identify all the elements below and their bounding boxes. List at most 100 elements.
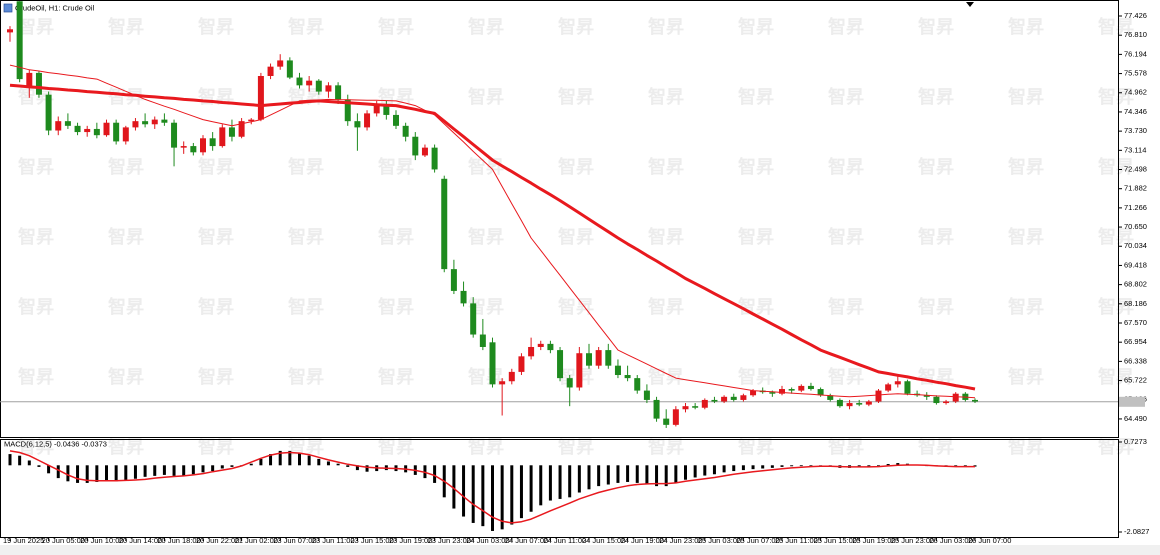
- macd-bar: [703, 465, 707, 476]
- macd-bar: [722, 465, 726, 473]
- macd-panel-border: [0, 439, 1119, 538]
- y-tick-label: 73.114: [1124, 145, 1146, 154]
- macd-bar: [799, 465, 803, 467]
- candle-body: [479, 334, 486, 347]
- signal-line: [9, 450, 975, 524]
- x-tick-label: 23 Jun 19:00: [389, 536, 432, 545]
- macd-bar: [741, 465, 745, 471]
- candle-body: [643, 390, 650, 400]
- macd-bar: [558, 465, 562, 499]
- macd-bar: [355, 465, 359, 471]
- macd-bar: [790, 465, 794, 467]
- watermark: 智昇: [828, 156, 864, 178]
- watermark: 智昇: [108, 86, 144, 108]
- candle-body: [499, 381, 506, 385]
- moving-average: [9, 83, 976, 391]
- candle-body: [306, 80, 313, 86]
- watermark: 智昇: [378, 296, 414, 318]
- macd-bar: [153, 465, 157, 476]
- watermark: 智昇: [738, 436, 774, 458]
- macd-bar: [114, 465, 118, 482]
- candle-body: [508, 371, 515, 382]
- candle-body: [653, 399, 660, 419]
- macd-bar: [18, 455, 22, 466]
- macd-bar: [462, 465, 466, 517]
- macd-bar: [577, 465, 581, 493]
- candle-body: [277, 60, 284, 67]
- watermark: 智昇: [1098, 296, 1134, 318]
- macd-bar: [37, 465, 41, 467]
- candle-body: [807, 385, 814, 390]
- watermark: 智昇: [648, 86, 684, 108]
- candle-body: [663, 418, 670, 425]
- y-tick-label: 70.650: [1124, 222, 1147, 231]
- x-tick-label: 20 Jun 22:00: [196, 536, 239, 545]
- candle-body: [894, 381, 901, 385]
- watermark: 智昇: [1098, 436, 1134, 458]
- watermark: 智昇: [288, 16, 324, 38]
- candle-body: [701, 399, 708, 408]
- watermark: 智昇: [1098, 156, 1134, 178]
- macd-bar: [645, 465, 649, 485]
- macd-bar: [500, 465, 504, 530]
- watermark: 智昇: [1008, 226, 1044, 248]
- watermark: 智昇: [918, 16, 954, 38]
- candle-body: [952, 393, 959, 402]
- x-tick-label: 23 Jun 23:00: [428, 536, 471, 545]
- macd-bar: [95, 465, 99, 482]
- watermark: 智昇: [648, 366, 684, 388]
- macd-bar: [336, 463, 340, 466]
- watermark: 智昇: [288, 156, 324, 178]
- watermark: 智昇: [198, 296, 234, 318]
- y-tick-label: 68.186: [1124, 299, 1147, 308]
- x-tick-label: 24 Jun 23:00: [659, 536, 702, 545]
- macd-bar: [433, 465, 437, 483]
- watermark: 智昇: [828, 16, 864, 38]
- watermark: 智昇: [828, 296, 864, 318]
- macd-bar: [66, 465, 70, 482]
- y-tick-label: 66.954: [1124, 337, 1147, 346]
- x-tick-label: 20 Jun 18:00: [157, 536, 200, 545]
- candle-body: [354, 121, 361, 128]
- candle-body: [373, 105, 380, 114]
- candle-body: [518, 356, 525, 372]
- watermark: 智昇: [108, 16, 144, 38]
- macd-bar: [780, 465, 784, 467]
- y-tick-label: 70.034: [1124, 241, 1147, 250]
- watermark: 智昇: [378, 156, 414, 178]
- macd-bar: [288, 450, 292, 466]
- candle-body: [209, 138, 216, 147]
- x-tick-label: 23 Jun 07:00: [273, 536, 316, 545]
- candle-body: [740, 395, 747, 400]
- macd-bar: [76, 465, 80, 483]
- macd-bar: [867, 465, 871, 467]
- candle-body: [441, 178, 448, 270]
- candle-body: [286, 60, 293, 78]
- macd-bar: [298, 453, 301, 466]
- y-tick-label: 74.962: [1124, 88, 1147, 97]
- x-tick-label: 26 Jun 07:00: [968, 536, 1011, 545]
- candle-body: [200, 138, 206, 153]
- watermark: 智昇: [108, 366, 144, 388]
- candle-body: [228, 127, 235, 137]
- macd-bar: [249, 463, 253, 466]
- macd-bar: [529, 465, 533, 512]
- candle-body: [904, 381, 911, 394]
- watermark: 智昇: [558, 156, 594, 178]
- macd-bar: [143, 465, 147, 477]
- chart-title: CrudeOil, H1: Crude Oil: [15, 3, 95, 12]
- candle-body: [634, 378, 641, 391]
- candle-body: [779, 389, 785, 394]
- watermark: 智昇: [198, 226, 234, 248]
- x-tick-label: 24 Jun 15:00: [582, 536, 625, 545]
- x-tick-label: 23 Jun 11:00: [312, 536, 355, 545]
- candle-body: [788, 389, 795, 391]
- macd-bar: [809, 465, 813, 467]
- candle-body: [421, 147, 428, 156]
- y-tick-label: 74.346: [1124, 107, 1147, 116]
- candle-body: [122, 127, 129, 142]
- x-tick-label: 24 Jun 19:00: [621, 536, 664, 545]
- moving-average: [9, 64, 976, 399]
- macd-bar: [211, 465, 215, 472]
